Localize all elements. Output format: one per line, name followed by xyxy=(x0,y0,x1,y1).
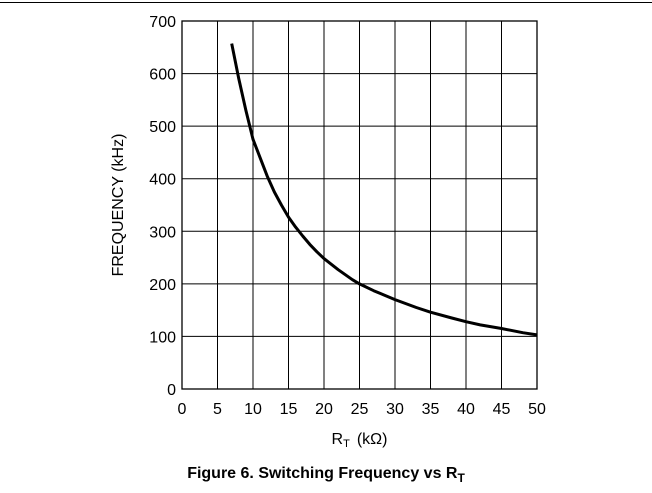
y-tick-label: 600 xyxy=(149,67,176,84)
x-tick-label: 15 xyxy=(280,401,298,418)
y-tick-label: 400 xyxy=(149,172,176,189)
x-tick-label: 10 xyxy=(244,401,262,418)
y-tick-label: 100 xyxy=(149,329,176,346)
x-tick-label: 35 xyxy=(422,401,440,418)
frequency-curve xyxy=(230,43,538,337)
y-tick-label: 200 xyxy=(149,277,176,294)
y-tick-labels: 0 100 200 300 400 500 600 700 xyxy=(149,14,176,399)
x-tick-label: 5 xyxy=(213,401,222,418)
top-rule xyxy=(0,2,652,3)
x-tick-label: 25 xyxy=(351,401,369,418)
x-tick-label: 20 xyxy=(315,401,333,418)
x-tick-label: 50 xyxy=(528,401,546,418)
y-tick-label: 500 xyxy=(149,119,176,136)
x-axis-title: RT (kΩ) xyxy=(332,431,388,450)
x-axis-title-unit: (kΩ) xyxy=(357,431,388,448)
caption-text: Figure 6. Switching Frequency vs R xyxy=(187,465,458,482)
y-axis-title: FREQUENCY (kHz) xyxy=(110,134,127,277)
x-tick-label: 30 xyxy=(386,401,404,418)
grid xyxy=(181,20,538,390)
x-axis-title-sub: T xyxy=(343,438,350,450)
x-tick-labels: 0 5 10 15 20 25 30 35 40 45 50 xyxy=(178,401,546,418)
frequency-chart: 0 100 200 300 400 500 600 700 0 5 10 15 20 25 30 35 40 4… xyxy=(110,14,546,450)
plot-frame xyxy=(181,20,538,390)
caption-subscript: T xyxy=(457,471,465,485)
y-tick-label: 0 xyxy=(167,382,176,399)
x-tick-label: 45 xyxy=(493,401,511,418)
y-tick-label: 700 xyxy=(149,14,176,31)
figure-caption: Figure 6. Switching Frequency vs RT xyxy=(0,465,652,485)
y-tick-label: 300 xyxy=(149,224,176,241)
x-axis-title-main: R xyxy=(332,431,344,448)
x-tick-label: 0 xyxy=(178,401,187,418)
x-tick-label: 40 xyxy=(457,401,475,418)
